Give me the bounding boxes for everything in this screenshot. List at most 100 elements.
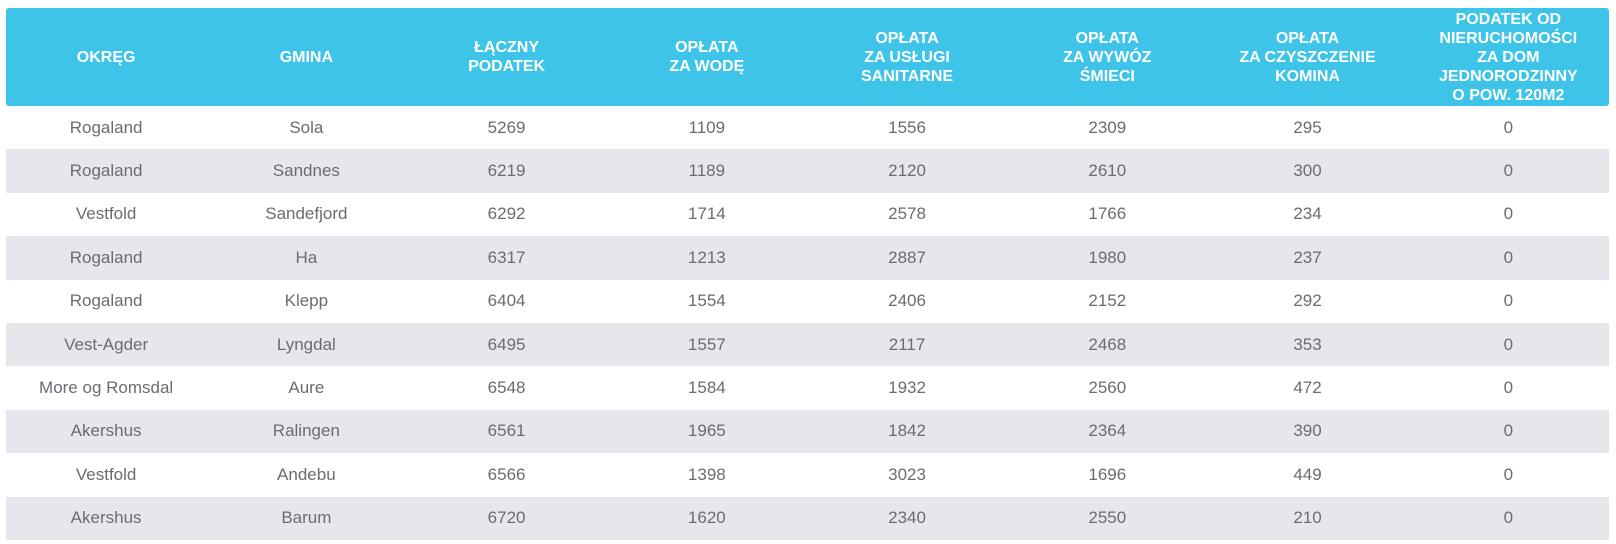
cell-oplata-sanitarne: 2887 [806, 236, 1008, 280]
cell-oplata-za-wode: 1965 [606, 409, 807, 454]
cell-oplata-smieci: 2550 [1007, 496, 1208, 540]
cell-laczny-podatek: 6566 [487, 464, 526, 484]
cell-okreg: Vestfold [75, 204, 137, 224]
table-row: Rogaland Klepp 6404 1554 2406 2152 292 0 [6, 280, 1609, 323]
cell-laczny-podatek: 6495 [406, 322, 607, 367]
cell-oplata-sanitarne: 1556 [888, 117, 926, 137]
cell-laczny-podatek: 6548 [487, 378, 526, 398]
header-okreg: OKRĘG [6, 8, 207, 106]
cell-okreg: More og Romsdal [39, 378, 174, 398]
cell-laczny-podatek: 6292 [487, 204, 526, 224]
header-row: OKRĘG GMINA ŁĄCZNY PODATEK OPŁATA ZA WOD… [6, 8, 1609, 106]
cell-oplata-smieci: 1980 [1007, 236, 1208, 280]
cell-podatek-nieruchomosci: 0 [1407, 236, 1609, 280]
cell-okreg: Rogaland [69, 291, 143, 311]
cell-oplata-za-wode: 1398 [687, 464, 726, 484]
cell-laczny-podatek: 6404 [487, 291, 526, 311]
cell-gmina: Andebu [277, 464, 336, 484]
cell-okreg: Rogaland [6, 236, 207, 280]
cell-podatek-nieruchomosci: 0 [1503, 204, 1514, 224]
cell-oplata-sanitarne: 2406 [888, 291, 926, 311]
table-row: More og Romsdal Aure 6548 1584 1932 2560 472 0 [6, 366, 1609, 409]
cell-gmina: Sandnes [206, 149, 407, 193]
cell-oplata-komina: 292 [1293, 291, 1322, 311]
cell-podatek-nieruchomosci: 0 [1407, 149, 1609, 193]
cell-gmina: Barum [206, 496, 407, 540]
cell-oplata-sanitarne: 3023 [888, 464, 926, 484]
cell-podatek-nieruchomosci: 0 [1407, 409, 1609, 454]
cell-oplata-komina: 449 [1293, 464, 1322, 484]
cell-gmina: Aure [288, 378, 325, 398]
table-row: Akershus Barum 6720 1620 2340 2550 210 0 [6, 496, 1609, 540]
cell-oplata-komina: 237 [1207, 236, 1408, 280]
cell-oplata-za-wode: 1584 [687, 378, 726, 398]
cell-oplata-smieci: 2309 [1088, 117, 1127, 137]
cell-oplata-sanitarne: 2578 [888, 204, 926, 224]
table-row: Rogaland Sandnes 6219 1189 2120 2610 300 0 [6, 149, 1609, 193]
cell-oplata-komina: 210 [1207, 496, 1408, 540]
header-laczny-podatek: ŁĄCZNY PODATEK [406, 8, 607, 106]
cell-gmina: Klepp [284, 291, 329, 311]
cell-laczny-podatek: 6317 [406, 236, 607, 280]
cell-oplata-za-wode: 1213 [606, 236, 807, 280]
cell-laczny-podatek: 6561 [406, 409, 607, 454]
cell-oplata-komina: 472 [1293, 378, 1322, 398]
cell-oplata-smieci: 1696 [1088, 464, 1127, 484]
cell-laczny-podatek: 6720 [406, 496, 607, 540]
cell-oplata-komina: 390 [1207, 409, 1408, 454]
cell-oplata-za-wode: 1620 [606, 496, 807, 540]
header-oplata-komina: OPŁATA ZA CZYSZCZENIE KOMINA [1207, 8, 1408, 106]
cell-oplata-smieci: 2364 [1007, 409, 1208, 454]
table-row: Vest-Agder Lyngdal 6495 1557 2117 2468 353 0 [6, 322, 1609, 367]
cell-oplata-sanitarne: 2117 [806, 322, 1008, 367]
cell-podatek-nieruchomosci: 0 [1503, 117, 1514, 137]
cell-okreg: Rogaland [69, 117, 143, 137]
cell-gmina: Ha [206, 236, 407, 280]
cell-oplata-za-wode: 1189 [606, 149, 807, 193]
cell-gmina: Ralingen [206, 409, 407, 454]
table-row: Vestfold Sandefjord 6292 1714 2578 1766 234 0 [6, 193, 1609, 236]
cell-oplata-sanitarne: 2340 [806, 496, 1008, 540]
cell-oplata-komina: 300 [1207, 149, 1408, 193]
cell-laczny-podatek: 6219 [406, 149, 607, 193]
cell-oplata-sanitarne: 1842 [806, 409, 1008, 454]
cell-okreg: Akershus [6, 496, 207, 540]
header-oplata-smieci: OPŁATA ZA WYWÓZ ŚMIECI [1007, 8, 1208, 106]
table-body: Rogaland Sola 5269 1109 1556 2309 295 0 Rogaland… [6, 106, 1609, 540]
cell-oplata-smieci: 2610 [1007, 149, 1208, 193]
cell-oplata-za-wode: 1714 [687, 204, 726, 224]
cell-oplata-sanitarne: 1932 [888, 378, 926, 398]
cell-oplata-komina: 234 [1293, 204, 1322, 224]
cell-laczny-podatek: 5269 [487, 117, 526, 137]
cell-podatek-nieruchomosci: 0 [1503, 291, 1514, 311]
header-oplata-sanitarne: OPŁATA ZA USŁUGI SANITARNE [806, 8, 1008, 106]
table-row: Rogaland Sola 5269 1109 1556 2309 295 0 [6, 106, 1609, 149]
cell-podatek-nieruchomosci: 0 [1407, 322, 1609, 367]
cell-podatek-nieruchomosci: 0 [1503, 464, 1514, 484]
cell-okreg: Rogaland [6, 149, 207, 193]
cell-okreg: Vest-Agder [6, 322, 207, 367]
cell-podatek-nieruchomosci: 0 [1407, 496, 1609, 540]
cell-gmina: Sola [289, 117, 324, 137]
header-gmina: GMINA [206, 8, 407, 106]
header-oplata-za-wode: OPŁATA ZA WODĘ [606, 8, 807, 106]
table-header: OKRĘG GMINA ŁĄCZNY PODATEK OPŁATA ZA WOD… [6, 8, 1609, 106]
cell-oplata-smieci: 2152 [1088, 291, 1127, 311]
cell-oplata-za-wode: 1554 [687, 291, 726, 311]
table-row: Vestfold Andebu 6566 1398 3023 1696 449 0 [6, 453, 1609, 496]
cell-oplata-smieci: 1766 [1088, 204, 1127, 224]
table-row: Akershus Ralingen 6561 1965 1842 2364 390 0 [6, 409, 1609, 454]
tax-table-container: OKRĘG GMINA ŁĄCZNY PODATEK OPŁATA ZA WOD… [6, 8, 1609, 540]
cell-podatek-nieruchomosci: 0 [1503, 378, 1514, 398]
cell-oplata-smieci: 2468 [1007, 322, 1208, 367]
cell-oplata-za-wode: 1109 [688, 117, 726, 137]
cell-oplata-za-wode: 1557 [606, 322, 807, 367]
table-row: Rogaland Ha 6317 1213 2887 1980 237 0 [6, 236, 1609, 280]
cell-oplata-komina: 295 [1293, 117, 1322, 137]
header-podatek-nieruchomosci: PODATEK OD NIERUCHOMOŚCI ZA DOM JEDNOROD… [1407, 8, 1609, 106]
cell-gmina: Lyngdal [206, 322, 407, 367]
cell-oplata-sanitarne: 2120 [806, 149, 1008, 193]
cell-okreg: Vestfold [75, 464, 137, 484]
cell-okreg: Akershus [6, 409, 207, 454]
cell-oplata-smieci: 2560 [1088, 378, 1127, 398]
